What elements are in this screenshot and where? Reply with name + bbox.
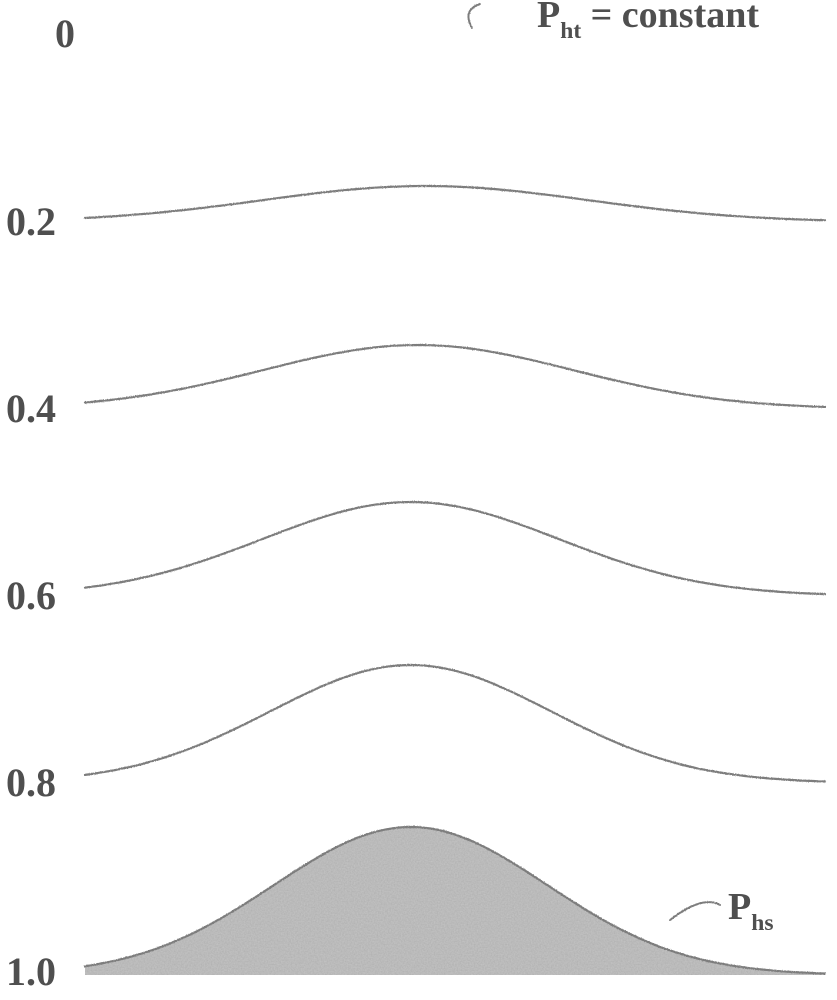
- ylabel-c00: 0: [55, 10, 75, 57]
- curve-c06: [85, 502, 825, 594]
- curve-c02: [85, 186, 825, 220]
- annotation-hook-pht: [468, 4, 480, 28]
- ylabel-c04: 0.4: [6, 385, 56, 432]
- curve-c04: [85, 345, 825, 407]
- annotation-hook-phs: [670, 902, 720, 920]
- annotation-pht-symbol: P: [537, 0, 560, 36]
- annotation-phs-subscript: hs: [751, 910, 773, 936]
- annotation-pht: Pht = constant: [537, 0, 759, 42]
- ylabel-c02: 0.2: [6, 198, 56, 245]
- annotation-phs: Phs: [728, 885, 773, 935]
- curve-fill-c10: [85, 827, 825, 975]
- curve-c08: [85, 665, 825, 782]
- annotation-phs-symbol: P: [728, 886, 751, 928]
- ylabel-c06: 0.6: [6, 572, 56, 619]
- annotation-pht-suffix: = constant: [581, 0, 759, 36]
- annotation-pht-subscript: ht: [560, 18, 581, 44]
- ylabel-c10: 1.0: [6, 948, 56, 995]
- ylabel-c08: 0.8: [6, 759, 56, 806]
